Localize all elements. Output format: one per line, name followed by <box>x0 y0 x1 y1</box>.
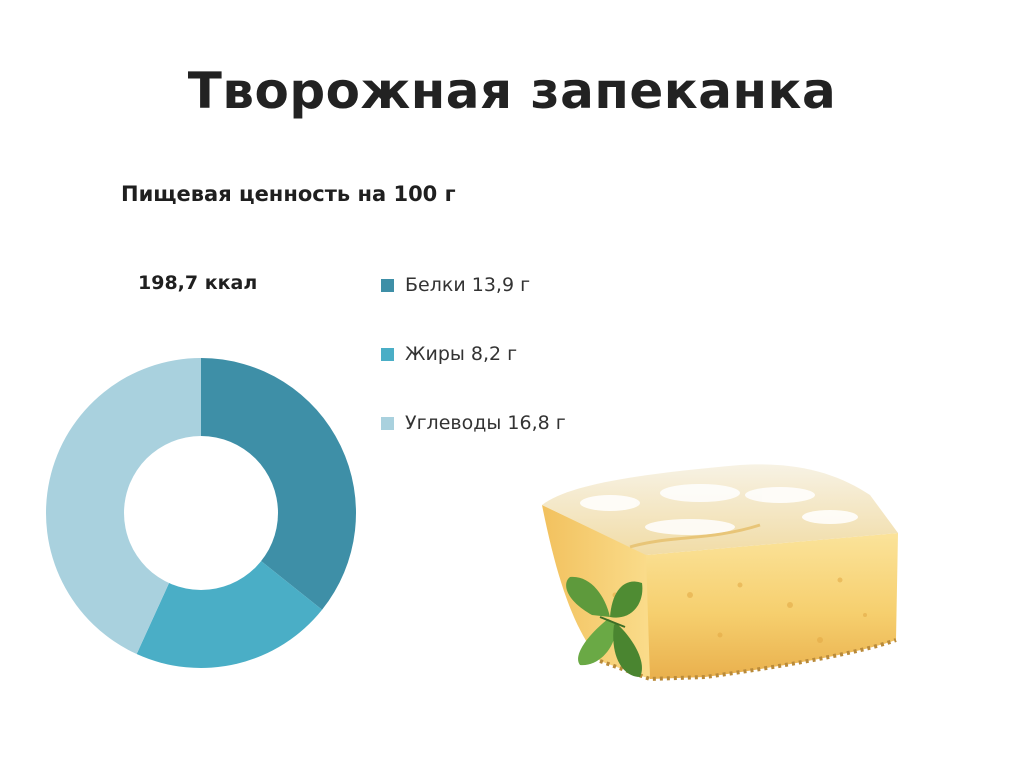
cake-crumb-base <box>599 638 897 682</box>
donut-hole <box>124 436 278 590</box>
slide-title: Творожная запеканка <box>187 62 837 120</box>
legend-swatch-fat <box>381 347 394 361</box>
mint-leaves-icon <box>566 576 643 677</box>
legend-item-fat: Жиры 8,2 г <box>381 337 566 371</box>
legend-swatch-protein <box>381 278 394 292</box>
sugar-dust <box>580 484 858 535</box>
calories-label: 198,7 ккал <box>138 272 258 294</box>
cake-image <box>542 464 898 682</box>
chart-legend: Белки 13,9 г Жиры 8,2 г Углеводы 16,8 г <box>381 268 566 475</box>
legend-swatch-carbs <box>381 416 394 430</box>
legend-label-fat: Жиры 8,2 г <box>405 343 518 365</box>
legend-item-protein: Белки 13,9 г <box>381 268 566 302</box>
cake-top <box>542 464 898 555</box>
donut-slice-carbs <box>45 358 202 655</box>
cake-front <box>646 533 898 679</box>
donut-chart <box>45 358 356 668</box>
legend-label-carbs: Углеводы 16,8 г <box>405 412 566 434</box>
legend-label-protein: Белки 13,9 г <box>405 274 531 296</box>
donut-slices <box>45 358 356 668</box>
chart-title: Пищевая ценность на 100 г <box>121 182 456 206</box>
donut-slice-protein <box>201 358 356 610</box>
donut-slice-fat <box>136 513 323 668</box>
cake-crack <box>629 523 761 549</box>
legend-item-carbs: Углеводы 16,8 г <box>381 406 566 440</box>
